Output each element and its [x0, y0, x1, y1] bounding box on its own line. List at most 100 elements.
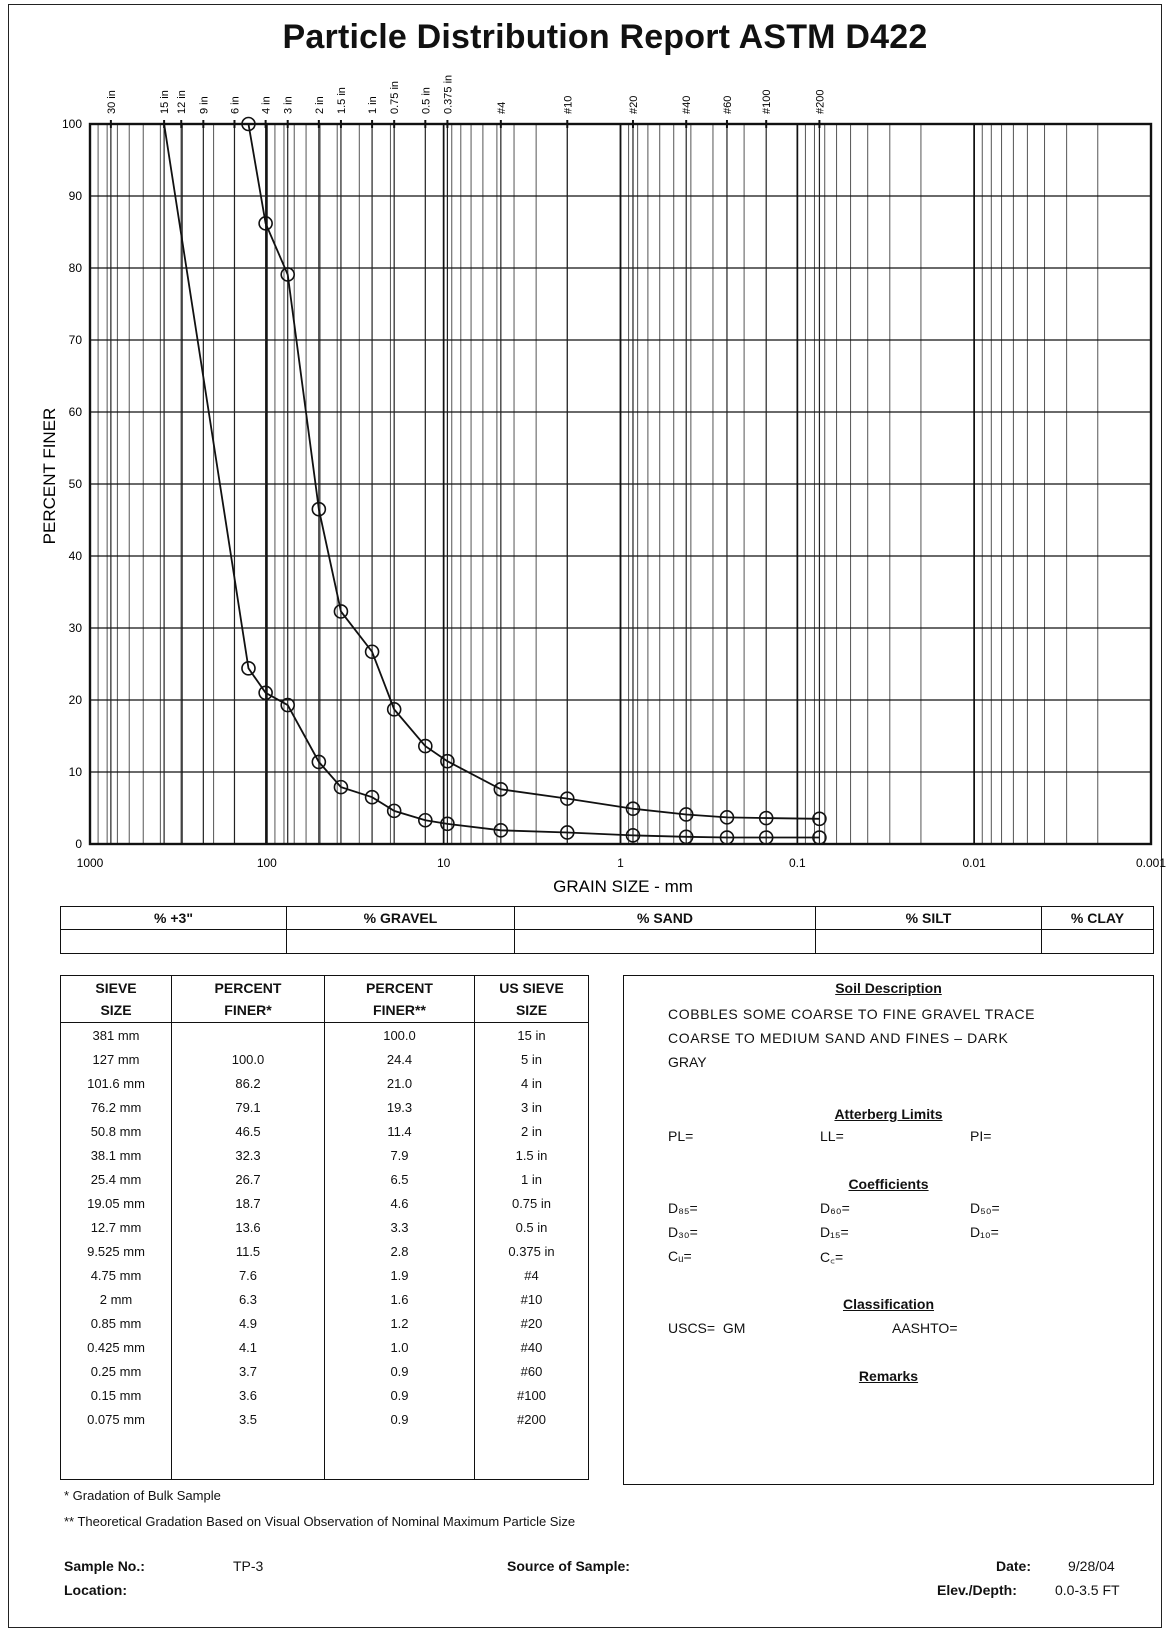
sieve-label: 15 in [159, 90, 171, 114]
cell-percent-finer-theoretical: 100.0 [324, 1022, 475, 1047]
series-1-point [678, 807, 694, 822]
d15-label: D₁₅= [820, 1224, 849, 1240]
y-tick-label: 50 [69, 477, 83, 491]
cell-sieve-size: 101.6 mm [60, 1071, 172, 1095]
cell-percent-finer-bulk: 4.9 [171, 1311, 325, 1335]
sieve-label: #40 [681, 96, 693, 114]
summary-header-sand: % SAND [515, 907, 815, 930]
cell-percent-finer-theoretical: 11.4 [324, 1119, 475, 1143]
sieve-label: #200 [814, 90, 826, 114]
series-1-point [418, 738, 433, 754]
series-1-point [258, 216, 273, 231]
series-2-point [440, 816, 455, 832]
summary-cell-silt: % SILT [816, 907, 1042, 953]
cell-percent-finer-theoretical [324, 1431, 475, 1455]
series-2-point [333, 779, 349, 795]
sieve-table-body: 381 mm 100.0 15 in 127 mm 100.0 24.4 5 in 101.6… [60, 1022, 589, 1480]
footnote-theoretical: ** Theoretical Gradation Based on Visual… [64, 1514, 576, 1529]
series-2-point [280, 697, 296, 713]
d30-label: D₃₀= [668, 1224, 698, 1240]
sieve-label: 30 in [106, 90, 118, 114]
y-tick-label: 0 [75, 837, 82, 851]
d85-label: D₈₅= [668, 1200, 698, 1216]
chart-plot-area [88, 122, 1153, 846]
cell-sieve-size: 0.425 mm [60, 1335, 172, 1359]
atterberg-heading: Atterberg Limits [834, 1106, 943, 1122]
series-1-point [559, 791, 575, 806]
table-row: 9.525 mm 11.5 2.8 0.375 in [60, 1239, 589, 1263]
cell-percent-finer-bulk: 32.3 [171, 1143, 325, 1167]
cell-percent-finer-theoretical: 2.8 [324, 1239, 475, 1263]
cell-us-sieve-size: 0.375 in [474, 1239, 589, 1263]
series-1-point [333, 604, 349, 619]
header-sieve-size: SIEVE SIZE [60, 975, 172, 1023]
y-axis-ticks: 0 10 20 30 40 50 60 70 80 90 100 [62, 117, 82, 851]
table-row: 76.2 mm 79.1 19.3 3 in [60, 1095, 589, 1119]
cell-us-sieve-size: 4 in [474, 1071, 589, 1095]
pi-label: PI= [970, 1128, 992, 1144]
cell-sieve-size: 381 mm [60, 1022, 172, 1047]
x-axis-ticks: 1000 100 10 1 0.1 0.01 0.001 [77, 856, 1167, 870]
series-2-point [625, 828, 641, 843]
sieve-label: #20 [628, 96, 640, 114]
cell-percent-finer-bulk: 100.0 [171, 1047, 325, 1071]
y-tick-label: 30 [69, 621, 83, 635]
cell-us-sieve-size [474, 1431, 589, 1455]
cell-us-sieve-size: 5 in [474, 1047, 589, 1071]
series-2-point [364, 789, 380, 805]
summary-cell-sand: % SAND [515, 907, 816, 953]
series-2-point [812, 830, 827, 845]
cell-percent-finer-bulk: 6.3 [171, 1287, 325, 1311]
cc-label: C꜀= [820, 1249, 844, 1265]
y-tick-label: 70 [69, 333, 83, 347]
cell-sieve-size: 19.05 mm [60, 1191, 172, 1215]
series-1-point [719, 810, 735, 825]
cell-sieve-size [60, 1431, 172, 1455]
x-tick-label: 0.1 [789, 856, 806, 870]
summary-strip: % +3" % GRAVEL % SAND % SILT % CLAY [60, 906, 1154, 954]
sieve-label: 4 in [261, 96, 273, 114]
summary-cell-plus3: % +3" [61, 907, 287, 953]
table-row: 0.075 mm 3.5 0.9 #200 [60, 1407, 589, 1431]
cell-percent-finer-bulk: 46.5 [171, 1119, 325, 1143]
y-tick-label: 20 [69, 693, 83, 707]
remarks-heading: Remarks [858, 1368, 919, 1384]
series-1-point [241, 116, 256, 132]
cell-percent-finer-bulk: 26.7 [171, 1167, 325, 1191]
summary-header-clay: % CLAY [1042, 907, 1153, 930]
cell-percent-finer-theoretical: 4.6 [324, 1191, 475, 1215]
series-2-point [241, 661, 256, 676]
table-row: 0.25 mm 3.7 0.9 #60 [60, 1359, 589, 1383]
x-axis-label: GRAIN SIZE - mm [553, 877, 693, 896]
series-2-point [678, 829, 694, 845]
cell-us-sieve-size: 0.75 in [474, 1191, 589, 1215]
cell-sieve-size: 76.2 mm [60, 1095, 172, 1119]
coefficients-heading: Coefficients [848, 1176, 929, 1192]
cell-percent-finer-bulk [171, 1022, 325, 1047]
series-1-point [758, 810, 774, 826]
ll-label: LL= [820, 1128, 844, 1144]
cell-percent-finer-theoretical: 1.9 [324, 1263, 475, 1287]
cell-sieve-size: 0.85 mm [60, 1311, 172, 1335]
y-tick-label: 80 [69, 261, 83, 275]
cell-sieve-size: 0.075 mm [60, 1407, 172, 1431]
cell-sieve-size: 0.15 mm [60, 1383, 172, 1407]
d50-label: D₅₀= [970, 1200, 1000, 1216]
y-tick-label: 100 [62, 117, 82, 131]
y-axis-label: PERCENT FINER [40, 408, 59, 545]
series-1-point [440, 753, 455, 769]
cell-us-sieve-size [474, 1455, 589, 1480]
report-frame [8, 4, 1162, 1628]
series-2-point [258, 685, 273, 701]
elev-depth-value: 0.0-3.5 FT [1055, 1582, 1120, 1598]
pl-label: PL= [668, 1128, 694, 1144]
cell-percent-finer-bulk [171, 1455, 325, 1480]
series-2-line [163, 123, 820, 839]
series-2-point [386, 803, 402, 819]
x-tick-label: 0.01 [962, 856, 986, 870]
report-title: Particle Distribution Report ASTM D422 [282, 18, 928, 56]
sieve-label: 3 in [283, 96, 295, 114]
plot-border [88, 122, 1153, 846]
series-2-point [418, 812, 433, 828]
cell-us-sieve-size: #10 [474, 1287, 589, 1311]
